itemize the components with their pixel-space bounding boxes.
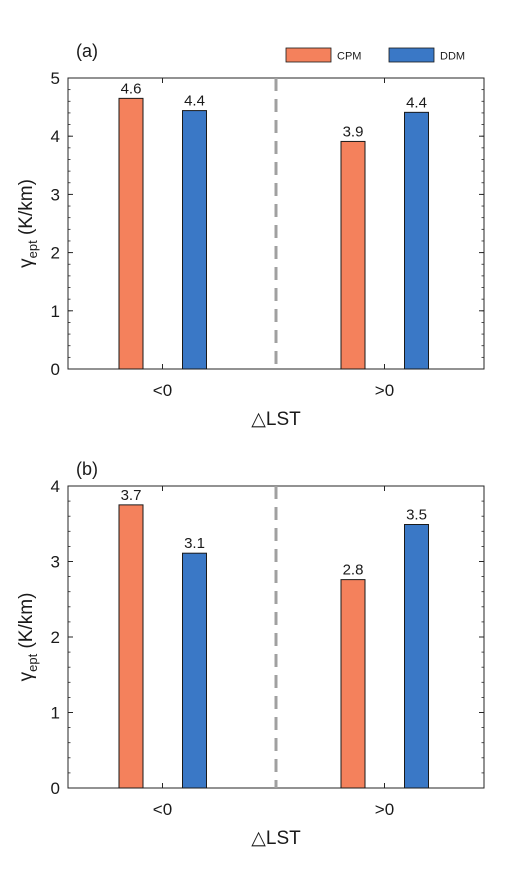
y-axis-label: γept (K/km) (16, 179, 40, 268)
y-tick-label: 1 (51, 704, 60, 723)
data-label-cpm: 3.9 (343, 123, 364, 140)
bar-ddm (182, 110, 207, 370)
x-category-label: <0 (153, 800, 172, 819)
y-tick-label: 0 (51, 360, 60, 379)
y-axis-label-unit: (K/km) (16, 593, 37, 654)
panel-label: (b) (76, 459, 98, 479)
x-axis-label: △LST (251, 828, 301, 849)
bar-ddm (404, 111, 429, 370)
bar-cpm (340, 579, 366, 789)
x-axis-label: △LST (251, 409, 301, 430)
y-tick-label: 0 (51, 779, 60, 798)
y-axis-label-symbol: γ (16, 258, 37, 268)
y-axis-label-unit: (K/km) (16, 179, 37, 240)
data-label-cpm: 2.8 (343, 562, 364, 579)
legend-swatch-ddm (388, 47, 435, 63)
y-tick-label: 5 (51, 69, 60, 88)
bar-cpm (118, 97, 144, 370)
data-label-cpm: 4.6 (121, 80, 142, 97)
y-axis-label-symbol: γ (16, 671, 37, 681)
y-tick-label: 4 (51, 477, 60, 496)
bar-ddm (404, 524, 429, 789)
legend-swatch-cpm (285, 47, 332, 63)
data-label-cpm: 3.7 (121, 487, 142, 504)
bar-ddm (182, 552, 207, 789)
y-tick-label: 4 (51, 127, 60, 146)
x-category-label: <0 (153, 381, 172, 400)
y-axis-label: γept (K/km) (16, 593, 40, 682)
legend-label-cpm: CPM (337, 51, 361, 63)
x-category-label: >0 (375, 381, 394, 400)
y-tick-label: 1 (51, 302, 60, 321)
data-label-ddm: 3.5 (406, 507, 427, 524)
x-category-label: >0 (375, 800, 394, 819)
y-axis-label-subscript: ept (25, 653, 40, 671)
bar-cpm (340, 140, 366, 370)
bar-cpm (118, 504, 144, 789)
data-label-ddm: 4.4 (184, 93, 205, 110)
legend-label-ddm: DDM (440, 51, 465, 63)
panel-label: (a) (76, 41, 98, 61)
y-axis-label-subscript: ept (25, 240, 40, 258)
y-tick-label: 2 (51, 628, 60, 647)
y-tick-label: 3 (51, 185, 60, 204)
data-label-ddm: 3.1 (184, 535, 205, 552)
y-tick-label: 3 (51, 553, 60, 572)
y-tick-label: 2 (51, 244, 60, 263)
data-label-ddm: 4.4 (406, 94, 427, 111)
